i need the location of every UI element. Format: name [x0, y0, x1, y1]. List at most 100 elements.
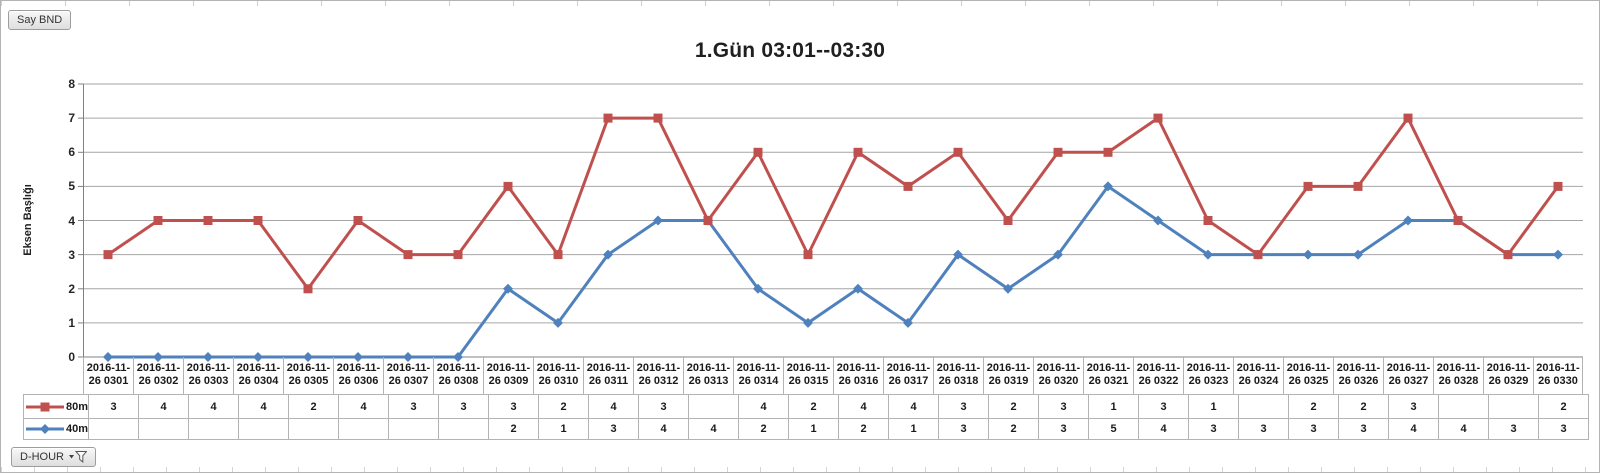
series-80m-marker [1453, 216, 1463, 225]
series-80m-marker [353, 216, 363, 225]
series-40m-marker [103, 352, 113, 362]
series-80m-marker [1203, 216, 1213, 225]
x-category-label: 2016-11- 26 0321 [1083, 357, 1133, 394]
table-cell: 4 [238, 394, 290, 419]
series-40m-marker [403, 352, 413, 362]
series-name-label: 40m [66, 423, 89, 435]
series-80m-marker [653, 113, 663, 123]
legend-item-80m: 80m [22, 394, 90, 419]
series-80m-marker [1253, 250, 1263, 260]
table-cell: 2 [838, 418, 890, 440]
x-category-label: 2016-11- 26 0308 [433, 357, 483, 394]
x-category-label: 2016-11- 26 0326 [1333, 357, 1383, 394]
axis-field-button-label: D-HOUR [20, 451, 64, 463]
table-cell: 4 [888, 394, 940, 419]
series-40m-marker [153, 352, 163, 362]
series-40m-marker [653, 215, 663, 226]
table-cell: 1 [1188, 394, 1240, 419]
value-field-button[interactable]: Say BND [8, 10, 72, 30]
table-cell: 2 [788, 394, 840, 419]
table-cell: 3 [1238, 418, 1290, 440]
table-cell: 4 [1138, 418, 1190, 440]
table-cell: 2 [1288, 394, 1340, 419]
x-category-label: 2016-11- 26 0318 [933, 357, 983, 394]
x-category-label: 2016-11- 26 0324 [1233, 357, 1283, 394]
y-tick-label: 4 [68, 213, 75, 228]
y-axis-title: Eksen Başlığı [22, 184, 34, 256]
y-tick-label: 0 [68, 350, 75, 364]
table-cell: 1 [1088, 394, 1140, 419]
series-80m-marker [953, 147, 963, 157]
series-40m-marker [1403, 215, 1413, 226]
series-40m-marker [253, 352, 263, 362]
spreadsheet-gridline-ticks-top [1, 1, 1599, 6]
axis-field-button[interactable]: D-HOUR [11, 447, 96, 467]
table-cell: 3 [88, 394, 140, 419]
y-tick-label: 3 [68, 247, 75, 262]
table-cell [1438, 394, 1490, 419]
table-cell: 2 [1538, 394, 1590, 419]
y-tick-label: 6 [68, 145, 75, 160]
table-cell: 4 [338, 394, 390, 419]
legend-key-40m [26, 424, 64, 434]
x-category-label: 2016-11- 26 0328 [1433, 357, 1483, 394]
series-40m-marker [853, 283, 863, 294]
x-category-label: 2016-11- 26 0316 [833, 357, 883, 394]
table-cell: 3 [1338, 418, 1390, 440]
series-80m-marker [1403, 113, 1413, 123]
table-cell: 1 [888, 418, 940, 440]
x-category-label: 2016-11- 26 0325 [1283, 357, 1333, 394]
table-cell: 2 [538, 394, 590, 419]
table-cell: 4 [188, 394, 240, 419]
x-category-label: 2016-11- 26 0311 [583, 357, 633, 394]
series-80m-marker [703, 216, 713, 225]
series-80m-marker [153, 216, 163, 225]
series-40m-line [106, 184, 1560, 359]
series-80m-marker [553, 250, 563, 260]
legend-item-40m: 40m [22, 418, 90, 440]
series-40m-marker [453, 352, 463, 362]
table-cell [338, 418, 390, 440]
table-cell [238, 418, 290, 440]
series-40m-marker [503, 283, 513, 294]
table-cell: 2 [738, 418, 790, 440]
series-40m-marker [353, 352, 363, 362]
x-category-label: 2016-11- 26 0320 [1033, 357, 1083, 394]
series-40m-marker [303, 352, 313, 362]
x-category-label: 2016-11- 26 0306 [333, 357, 383, 394]
series-40m-marker [203, 352, 213, 362]
table-cell: 4 [588, 394, 640, 419]
plot-area [78, 83, 1583, 362]
x-category-label: 2016-11- 26 0322 [1133, 357, 1183, 394]
series-40m-marker [753, 283, 763, 294]
x-category-label: 2016-11- 26 0327 [1383, 357, 1433, 394]
x-category-label: 2016-11- 26 0312 [633, 357, 683, 394]
series-80m-marker [1553, 181, 1563, 191]
filter-funnel-icon [69, 451, 87, 463]
table-cell: 4 [138, 394, 190, 419]
data-table: 80m 3 4 4 4 2 4 3 3 3 2 4 3 4 2 4 4 3 2 3 1 3 1 2 2 3 2 40m 2 1 3 4 4 2 1 2… [22, 394, 1590, 440]
table-cell: 4 [1388, 418, 1440, 440]
x-category-label: 2016-11- 26 0310 [533, 357, 583, 394]
table-cell: 4 [1438, 418, 1490, 440]
series-80m-marker [403, 250, 413, 260]
x-category-label: 2016-11- 26 0315 [783, 357, 833, 394]
table-cell: 4 [738, 394, 790, 419]
table-cell: 2 [1338, 394, 1390, 419]
table-cell: 3 [1138, 394, 1190, 419]
series-80m-marker [853, 147, 863, 157]
table-cell: 3 [1538, 418, 1590, 440]
x-category-label: 2016-11- 26 0329 [1483, 357, 1533, 394]
series-80m-marker [103, 250, 113, 260]
series-40m-marker [1153, 215, 1163, 226]
chart-title: 1.Gün 03:01--03:30 [694, 39, 886, 62]
series-80m-marker [203, 216, 213, 225]
table-cell: 3 [1038, 394, 1090, 419]
table-cell: 2 [988, 394, 1040, 419]
y-tick-label: 5 [68, 179, 75, 194]
series-40m-marker [1203, 249, 1213, 260]
table-cell: 3 [1188, 418, 1240, 440]
series-80m-marker [1503, 250, 1513, 260]
table-cell: 3 [388, 394, 440, 419]
table-cell: 4 [838, 394, 890, 419]
